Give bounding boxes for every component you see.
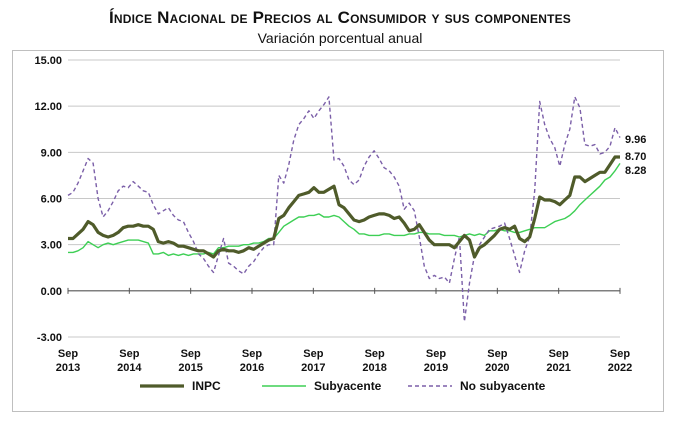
x-tick-label: Sep bbox=[365, 348, 385, 360]
x-tick-year: 2015 bbox=[178, 362, 202, 374]
x-tick-label: Sep bbox=[426, 348, 446, 360]
x-tick-label: Sep bbox=[549, 348, 569, 360]
end-labels: 8.70 8.28 9.96 bbox=[625, 134, 646, 177]
x-tick-label: Sep bbox=[119, 348, 139, 360]
x-tick-year: 2013 bbox=[56, 362, 80, 374]
chart-title: Índice Nacional de Precios al Consumidor… bbox=[108, 8, 572, 27]
chart-subtitle: Variación porcentual anual bbox=[257, 30, 423, 46]
end-label-inpc: 8.70 bbox=[625, 151, 646, 163]
y-tick-label: 0.00 bbox=[41, 286, 62, 298]
x-tick-label: Sep bbox=[242, 348, 262, 360]
series-line-no-subyacente bbox=[67, 96, 621, 323]
x-tick-year: 2014 bbox=[117, 362, 142, 374]
x-tick-label: Sep bbox=[610, 348, 630, 360]
x-tick-label: Sep bbox=[181, 348, 201, 360]
gridlines bbox=[68, 59, 620, 338]
x-tick-year: 2017 bbox=[301, 362, 325, 374]
x-tick-label: Sep bbox=[303, 348, 323, 360]
legend-label: No subyacente bbox=[460, 379, 546, 393]
legend-label: INPC bbox=[192, 379, 221, 393]
end-label-subyacente: 8.28 bbox=[625, 165, 646, 177]
chart-frame bbox=[12, 50, 664, 412]
x-axis-ticks: Sep 2013 Sep 2014 Sep 2015 Sep 2016 Sep 2017 Sep 20… bbox=[56, 287, 632, 374]
y-tick-label: -3.00 bbox=[37, 332, 62, 344]
legend-label: Subyacente bbox=[314, 379, 382, 393]
x-tick-year: 2016 bbox=[240, 362, 264, 374]
x-tick-year: 2020 bbox=[485, 362, 509, 374]
x-tick-label: Sep bbox=[58, 348, 78, 360]
y-tick-label: 12.00 bbox=[34, 101, 62, 113]
x-tick-year: 2021 bbox=[546, 362, 570, 374]
y-axis-ticks: -3.00 0.00 3.00 6.00 9.00 12.00 15.00 bbox=[34, 55, 62, 344]
end-label-no-subyacente: 9.96 bbox=[625, 134, 646, 146]
legend: INPC Subyacente No subyacente bbox=[140, 379, 546, 393]
y-tick-label: 15.00 bbox=[34, 55, 62, 67]
y-tick-label: 6.00 bbox=[41, 194, 62, 206]
x-tick-label: Sep bbox=[487, 348, 507, 360]
y-tick-label: 9.00 bbox=[41, 147, 62, 159]
y-tick-label: 3.00 bbox=[41, 240, 62, 252]
x-tick-year: 2018 bbox=[362, 362, 386, 374]
series-lines bbox=[67, 96, 621, 323]
series-line-subyacente bbox=[68, 163, 621, 257]
x-tick-year: 2019 bbox=[424, 362, 448, 374]
x-tick-year: 2022 bbox=[608, 362, 632, 374]
series-line-inpc bbox=[68, 155, 620, 259]
